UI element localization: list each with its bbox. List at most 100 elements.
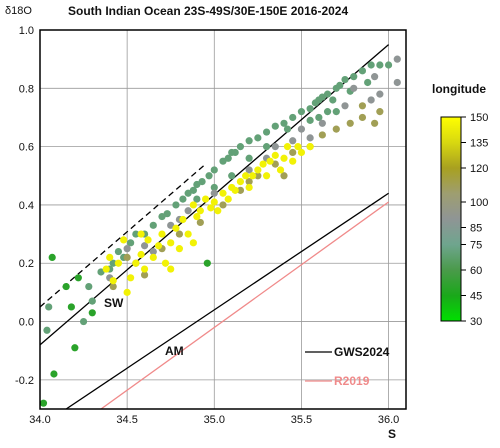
- data-point: [132, 230, 140, 238]
- data-point: [189, 239, 197, 247]
- x-tick-label: 34.5: [116, 414, 137, 426]
- x-tick-label: 34.0: [29, 414, 50, 426]
- data-point: [376, 61, 384, 69]
- data-point: [280, 154, 288, 162]
- data-point: [102, 265, 110, 273]
- data-point: [184, 189, 192, 197]
- data-point: [393, 55, 401, 63]
- data-point: [367, 61, 375, 69]
- data-point: [280, 119, 288, 127]
- data-point: [114, 259, 123, 267]
- data-point: [205, 172, 213, 180]
- data-point: [203, 259, 211, 267]
- data-points: [40, 55, 401, 407]
- data-point: [132, 259, 140, 267]
- chart-title: South Indian Ocean 23S-49S/30E-150E 2016…: [68, 4, 348, 18]
- data-point: [346, 119, 354, 127]
- plot-frame: [39, 29, 407, 410]
- data-point: [318, 93, 326, 101]
- data-point: [294, 143, 302, 151]
- data-point: [167, 239, 175, 247]
- data-point: [219, 157, 227, 165]
- data-point: [67, 303, 75, 311]
- data-point: [245, 178, 253, 186]
- y-tick-label: 0.6: [19, 142, 34, 154]
- data-point: [306, 143, 314, 151]
- data-point: [140, 265, 149, 273]
- legend-r2019-label: R2019: [334, 374, 370, 388]
- data-point: [210, 183, 218, 192]
- data-point: [245, 154, 253, 162]
- data-point: [254, 166, 262, 174]
- reference-line-dashed: [40, 163, 206, 308]
- data-point: [219, 189, 227, 197]
- x-tick-label: 35.5: [291, 414, 312, 426]
- data-point: [109, 259, 117, 267]
- reference-line-am: [65, 192, 389, 409]
- y-ticks: -0.2 0.0 0.2 0.4 0.6 0.8 1.0: [15, 25, 34, 387]
- y-tick-label: 0.0: [19, 317, 34, 329]
- data-point: [228, 172, 236, 180]
- data-point: [127, 274, 135, 282]
- data-point: [376, 108, 384, 116]
- data-point: [158, 230, 166, 238]
- data-point: [120, 236, 128, 244]
- data-point: [210, 166, 218, 174]
- data-point: [175, 230, 184, 238]
- data-point: [123, 253, 131, 261]
- data-point: [167, 221, 175, 229]
- data-point: [123, 288, 131, 296]
- data-point: [114, 247, 123, 256]
- data-point: [189, 201, 197, 209]
- data-point: [201, 195, 210, 203]
- data-point: [79, 317, 88, 326]
- data-point: [140, 271, 149, 279]
- x-tick-label: 36.0: [378, 414, 399, 426]
- data-point: [289, 137, 297, 145]
- data-point: [43, 326, 51, 334]
- data-point: [62, 282, 70, 291]
- data-point: [323, 108, 332, 116]
- data-point: [245, 183, 253, 192]
- data-point: [158, 212, 166, 221]
- data-point: [207, 204, 215, 212]
- data-point: [350, 73, 358, 81]
- data-point: [231, 148, 239, 157]
- data-point: [236, 186, 245, 194]
- data-point: [193, 212, 201, 221]
- data-point: [109, 282, 117, 291]
- data-point: [193, 195, 201, 203]
- data-point: [350, 84, 358, 92]
- data-point: [242, 172, 250, 180]
- colorbar-tick-label: 120: [470, 163, 488, 175]
- data-point: [236, 143, 245, 151]
- data-point: [45, 303, 53, 311]
- x-ticks: 34.0 34.5 35.0 35.5 36.0: [29, 414, 399, 426]
- data-point: [149, 253, 157, 261]
- legend-gws2024-label: GWS2024: [334, 345, 390, 359]
- data-point: [254, 134, 262, 142]
- sw-line-label: SW: [104, 296, 124, 310]
- y-tick-label: 0.4: [19, 200, 34, 212]
- data-point: [262, 172, 271, 180]
- data-point: [341, 102, 349, 110]
- colorbar-tick-label: 135: [470, 138, 488, 150]
- data-point: [219, 201, 227, 209]
- data-point: [329, 96, 337, 104]
- data-point: [306, 105, 314, 113]
- data-point: [271, 122, 279, 130]
- data-point: [140, 242, 149, 250]
- y-tick-label: 0.8: [19, 83, 34, 95]
- data-point: [184, 207, 192, 215]
- data-point: [315, 113, 323, 122]
- data-point: [210, 198, 218, 206]
- data-point: [280, 172, 288, 180]
- data-point: [283, 125, 292, 133]
- data-point: [318, 131, 326, 139]
- data-point: [163, 210, 171, 218]
- data-point: [48, 253, 56, 261]
- colorbar-tick-label: 30: [470, 316, 482, 328]
- data-point: [71, 344, 79, 352]
- data-point: [137, 230, 145, 238]
- colorbar-label: longitude: [432, 82, 486, 96]
